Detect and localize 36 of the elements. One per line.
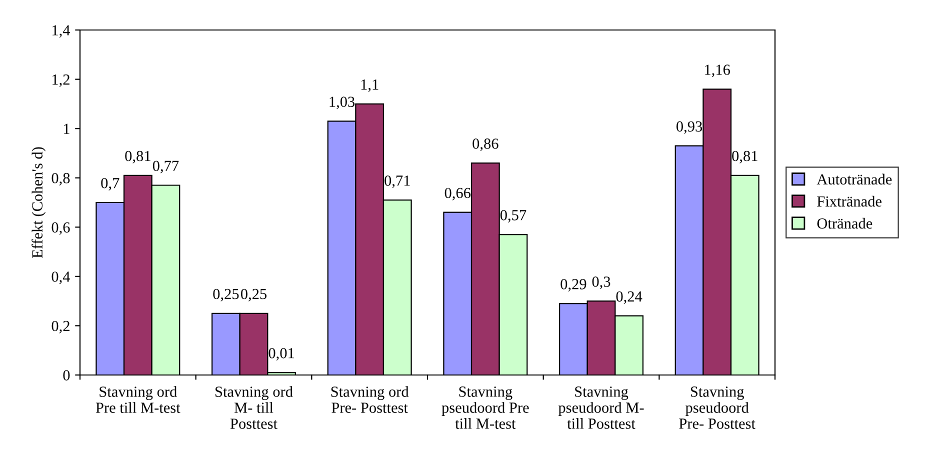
data-label: 0,77	[152, 160, 179, 174]
data-label: 0,25	[240, 288, 267, 302]
y-tick-label: 0	[63, 370, 70, 380]
y-tick-label: 0,4	[52, 272, 70, 284]
x-tick-label: Stavning ord M- till Posttest	[216, 386, 293, 429]
data-label: 0,7	[101, 178, 120, 190]
y-tick-label: 0,6	[52, 222, 70, 235]
data-label: 1,1	[361, 79, 378, 92]
data-label: 0,25	[213, 288, 239, 302]
data-label: 0,81	[732, 150, 758, 164]
data-label: 0,86	[472, 138, 498, 152]
legend-label: Fixtränade	[817, 196, 882, 207]
y-tick-label: 1,4	[52, 25, 70, 38]
legend-label: Autotränade	[816, 174, 892, 185]
x-tick-label: Stavning pseudoord Pre- Posttest	[679, 386, 756, 429]
y-axis-title: Effekt (Cohen's d)	[32, 147, 46, 258]
data-label: 0,24	[616, 291, 642, 304]
data-label: 0,01	[268, 348, 294, 361]
x-tick-label: Stavning pseudoord M- till Posttest	[558, 386, 644, 429]
data-label: 1,03	[330, 96, 355, 110]
data-label: 0,57	[500, 210, 526, 223]
y-tick-label: 1,2	[52, 74, 70, 87]
y-tick-label: 1	[64, 124, 70, 134]
y-tick-label: 0,8	[52, 173, 70, 186]
x-tick-label: Stavning ord Pre- Posttest	[331, 386, 409, 413]
data-label: 0,81	[125, 150, 150, 164]
data-label: 0,93	[676, 121, 702, 134]
data-label: 0,3	[592, 276, 610, 290]
data-label: 0,71	[384, 176, 410, 188]
data-label: 0,66	[444, 188, 471, 200]
data-label: 0,29	[560, 279, 586, 292]
legend-label: Otränade	[817, 218, 872, 229]
x-tick-label: Stavning ord Pre till M-test	[96, 386, 180, 413]
y-tick-label: 0,2	[52, 320, 70, 334]
data-label: 1,16	[705, 64, 730, 78]
x-tick-label: Stavning pseudoord Pre till M-test	[442, 386, 529, 429]
